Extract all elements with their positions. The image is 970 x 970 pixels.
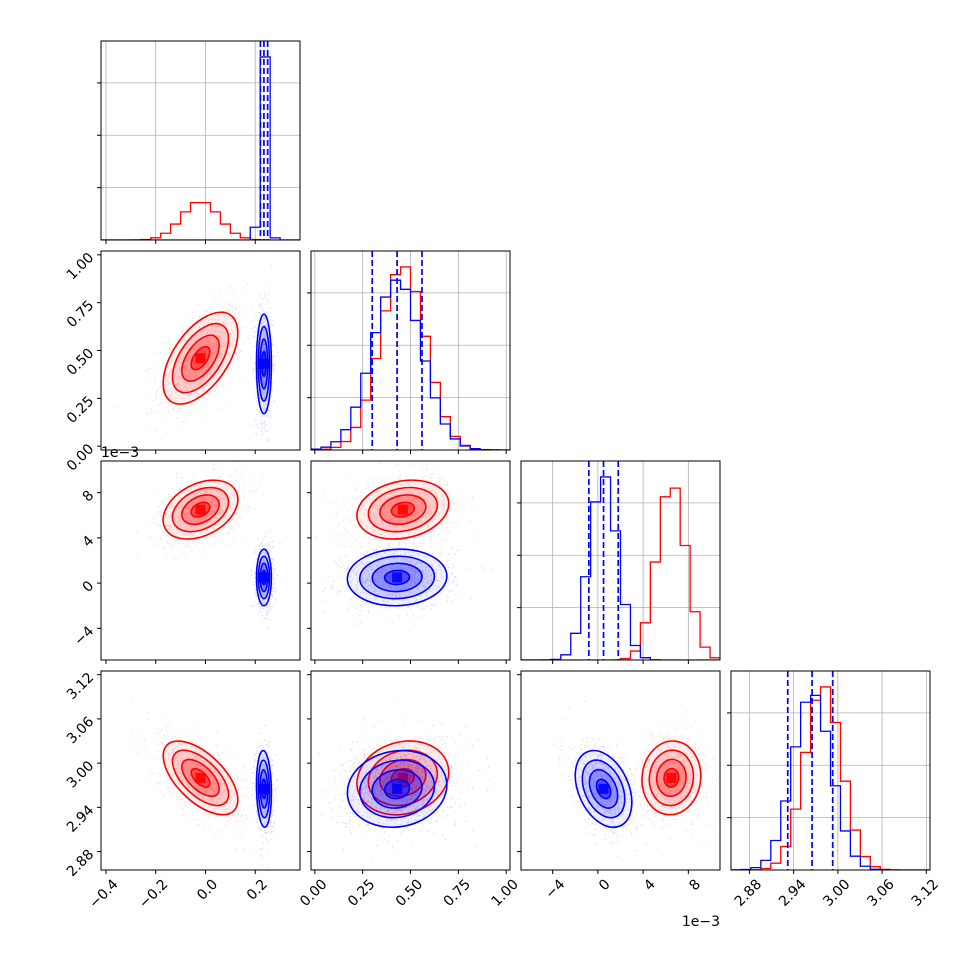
histogram-blue	[311, 279, 510, 450]
x-tick-label: 0	[596, 876, 614, 894]
y-tick-label: 2.88	[64, 847, 97, 880]
density-peak-blue	[392, 572, 403, 583]
axes-frame	[520, 670, 721, 871]
y-tick-label: 2.94	[64, 802, 97, 835]
y-tick-label: 3.00	[64, 758, 97, 791]
y-tick-label: 4	[80, 533, 98, 551]
x-tick-label: 0.00	[297, 876, 330, 909]
panels-layer: −0.4 −0.2 0.0 0.2 0.00 0.25 0.50 0.75 1.00 −4 0 4 8 2…	[64, 40, 942, 930]
scatter-panel-1-0	[97, 250, 301, 454]
axes-frame	[310, 250, 511, 451]
axes-frame	[520, 460, 721, 661]
histogram-red	[521, 487, 720, 660]
density-peak-blue	[392, 783, 403, 794]
axes-frame	[310, 460, 511, 661]
y-tick-label: 8	[80, 488, 98, 506]
x-tick-label: 2.94	[776, 876, 809, 909]
x-tick-label: 0.75	[441, 876, 474, 909]
x-tick-label: −0.2	[136, 876, 171, 911]
density-peak-red	[397, 504, 408, 515]
y-tick-label: 0.75	[64, 298, 97, 331]
axes-frame	[310, 670, 511, 871]
scatter-panel-2-0	[97, 460, 301, 664]
y-tick-label: 0.25	[64, 393, 97, 426]
density-peak-red	[195, 353, 206, 364]
hist-panel-2	[517, 460, 721, 664]
y-offset-label: 1e−3	[101, 445, 139, 461]
y-tick-label: 3.12	[64, 670, 97, 703]
y-tick-label: −4	[71, 623, 97, 649]
x-tick-label: 4	[641, 876, 659, 894]
hist-panel-0	[97, 40, 301, 244]
y-tick-label: 0.00	[64, 441, 97, 474]
x-tick-label: 3.00	[820, 876, 853, 909]
x-tick-label: −0.4	[86, 876, 121, 911]
x-tick-label: 3.12	[909, 876, 942, 909]
scatter-points-blue	[319, 717, 493, 860]
scatter-points-red	[314, 462, 474, 567]
hist-panel-3	[727, 670, 931, 874]
axes-frame	[100, 460, 301, 661]
x-tick-label: 2.88	[732, 876, 765, 909]
y-tick-label: 3.06	[64, 714, 97, 747]
density-peak-blue	[598, 783, 609, 794]
density-peak-red	[397, 772, 408, 783]
y-tick-label: 1.00	[64, 250, 97, 283]
axes-frame	[730, 670, 931, 871]
panel-content	[113, 265, 279, 442]
scatter-points-red	[113, 283, 267, 434]
density-peak-red	[666, 772, 677, 783]
density-peak-blue	[258, 358, 269, 369]
panel-content	[136, 461, 281, 630]
x-tick-label: 0.0	[194, 876, 221, 903]
x-tick-label: 0.25	[345, 876, 378, 909]
density-peak-blue	[258, 572, 269, 583]
y-tick-label: 0.50	[64, 345, 97, 378]
panel-content	[319, 700, 493, 860]
x-tick-label: 0.2	[244, 876, 271, 903]
panel-content	[131, 700, 278, 868]
histogram-blue	[101, 56, 300, 240]
axes-frame	[100, 670, 301, 871]
panel-content	[314, 462, 492, 625]
axes-frame	[100, 40, 301, 241]
x-tick-label: 3.06	[864, 876, 897, 909]
scatter-points-blue	[321, 533, 492, 625]
panel-content	[552, 700, 720, 857]
y-tick-label: 0	[80, 578, 98, 596]
scatter-panel-3-2	[517, 670, 721, 874]
x-tick-label: 8	[686, 876, 704, 894]
scatter-panel-3-0	[97, 670, 301, 874]
scatter-points-red	[131, 700, 255, 852]
scatter-panel-3-1	[307, 670, 511, 874]
scatter-panel-2-1	[307, 460, 511, 664]
x-tick-label: 0.50	[393, 876, 426, 909]
density-peak-red	[195, 504, 206, 515]
x-tick-label: −4	[542, 876, 568, 902]
density-peak-red	[195, 772, 206, 783]
x-tick-label: 1.00	[489, 876, 522, 909]
density-peak-blue	[258, 783, 269, 794]
hist-panel-1	[307, 250, 511, 454]
axes-frame	[100, 250, 301, 451]
x-offset-label: 1e−3	[682, 914, 720, 930]
